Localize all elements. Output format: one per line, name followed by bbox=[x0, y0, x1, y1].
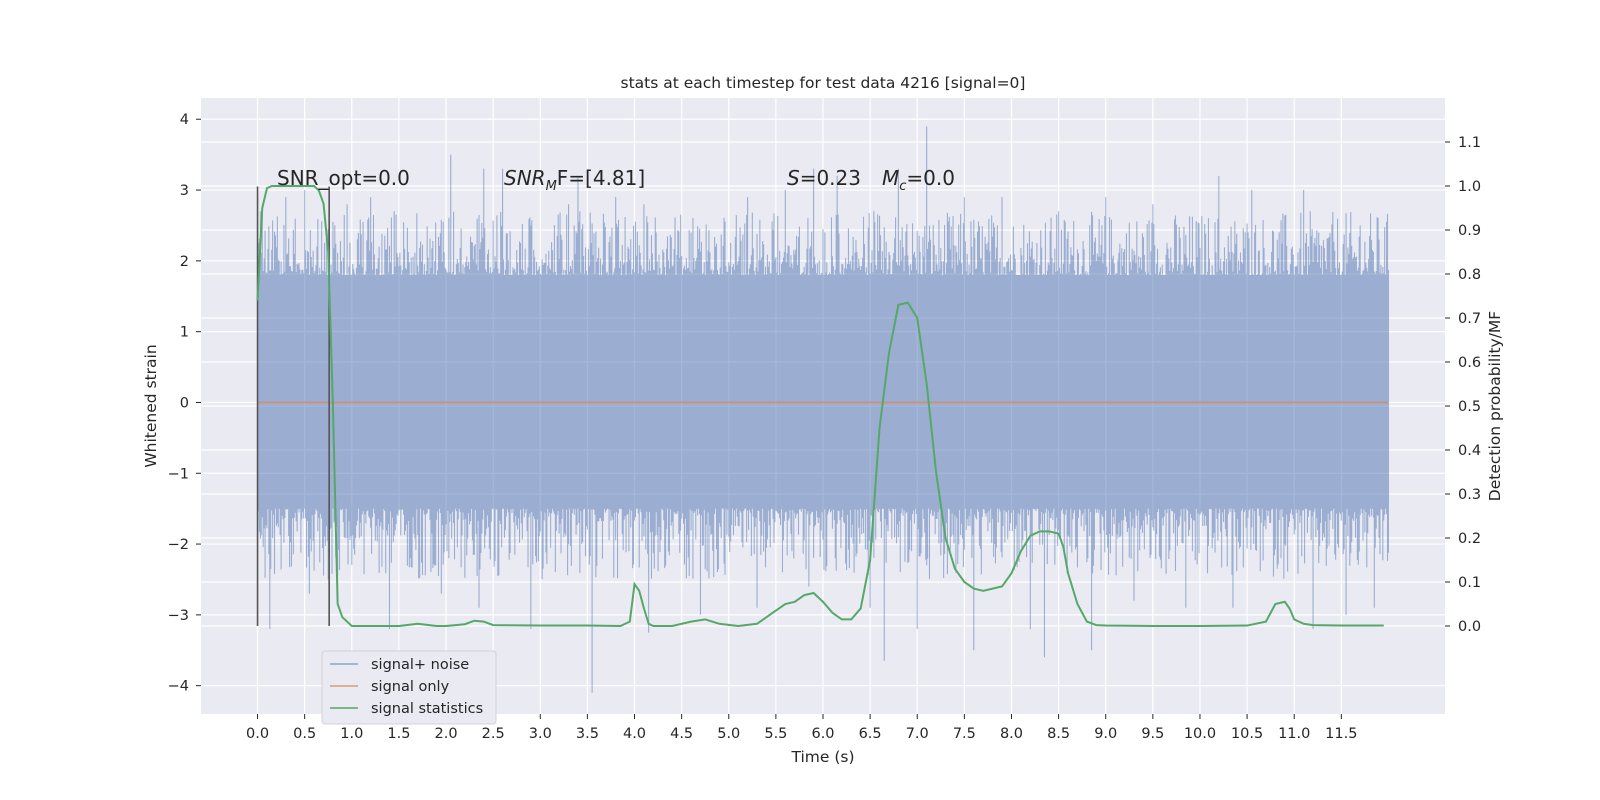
y-tick-label: −1 bbox=[168, 466, 189, 482]
x-tick-label: 7.0 bbox=[906, 726, 929, 742]
y-tick-label: −3 bbox=[168, 608, 189, 624]
x-tick-label: 6.5 bbox=[859, 726, 882, 742]
x-tick-label: 7.5 bbox=[953, 726, 976, 742]
y-tick-label: −2 bbox=[168, 537, 189, 553]
y2-tick-label: 0.3 bbox=[1458, 487, 1481, 503]
y-tick-label: 2 bbox=[180, 254, 189, 270]
annotation-s: S=0.23 bbox=[787, 166, 861, 190]
y-tick-label: 4 bbox=[180, 112, 189, 128]
x-tick-label: 5.0 bbox=[717, 726, 740, 742]
x-tick-label: 11.0 bbox=[1278, 726, 1310, 742]
x-axis-label: Time (s) bbox=[790, 748, 854, 766]
y2-tick-label: 0.1 bbox=[1458, 575, 1481, 591]
x-tick-label: 9.0 bbox=[1094, 726, 1117, 742]
x-tick-label: 11.5 bbox=[1325, 726, 1357, 742]
x-tick-label: 3.0 bbox=[529, 726, 552, 742]
y-tick-label: 3 bbox=[180, 183, 189, 199]
x-tick-label: 1.0 bbox=[340, 726, 363, 742]
signal-statistics-line bbox=[256, 185, 1384, 628]
x-tick-label: 8.5 bbox=[1047, 726, 1070, 742]
y2-tick-label: 0.5 bbox=[1458, 399, 1481, 415]
y2-tick-label: 1.0 bbox=[1458, 179, 1481, 195]
y2-tick-label: 0.0 bbox=[1458, 619, 1481, 635]
legend-label-noise: signal+ noise bbox=[371, 657, 469, 673]
y-tick-label: 0 bbox=[180, 395, 189, 411]
annotation-snr-mf: SNRMF=[4.81] bbox=[504, 166, 645, 194]
x-tick-label: 2.0 bbox=[434, 726, 457, 742]
x-tick-label: 2.5 bbox=[482, 726, 505, 742]
x-tick-label: 0.0 bbox=[246, 726, 269, 742]
x-tick-label: 0.5 bbox=[293, 726, 316, 742]
y-tick-label: 1 bbox=[180, 325, 189, 341]
x-tick-label: 10.0 bbox=[1184, 726, 1216, 742]
legend-box bbox=[321, 650, 497, 725]
legend: signal+ noise signal only signal statist… bbox=[321, 650, 497, 725]
y2-tick-label: 0.7 bbox=[1458, 311, 1481, 327]
x-tick-label: 9.5 bbox=[1141, 726, 1164, 742]
y2-tick-label: 1.1 bbox=[1458, 135, 1481, 151]
x-tick-label: 3.5 bbox=[576, 726, 599, 742]
x-tick-label: 5.5 bbox=[764, 726, 787, 742]
legend-label-stats: signal statistics bbox=[371, 701, 483, 717]
annotation-snr-opt: SNR_opt=0.0 bbox=[277, 166, 410, 190]
y2-tick-label: 0.6 bbox=[1458, 355, 1481, 371]
legend-label-signal: signal only bbox=[371, 679, 450, 695]
y2-tick-label: 0.2 bbox=[1458, 531, 1481, 547]
axes: 0.0 0.5 1.0 1.5 2.0 2.5 3.0 3.5 4.0 4.5 5.0 5.5 6.0 6… bbox=[168, 112, 1481, 742]
x-tick-label: 4.0 bbox=[623, 726, 646, 742]
x-tick-label: 6.0 bbox=[811, 726, 834, 742]
y2-tick-label: 0.8 bbox=[1458, 267, 1481, 283]
y-tick-label: −4 bbox=[168, 679, 189, 695]
chart-title: stats at each timestep for test data 421… bbox=[621, 74, 1026, 92]
y2-axis-label: Detection probability/MF bbox=[1486, 311, 1504, 502]
x-tick-label: 4.5 bbox=[670, 726, 693, 742]
x-tick-label: 1.5 bbox=[387, 726, 410, 742]
y-axis-label: Whitened strain bbox=[142, 344, 160, 467]
x-tick-label: 10.5 bbox=[1231, 726, 1263, 742]
annotation-mc: Mc=0.0 bbox=[882, 166, 955, 194]
y2-tick-label: 0.9 bbox=[1458, 223, 1481, 239]
y2-tick-label: 0.4 bbox=[1458, 443, 1481, 459]
x-tick-label: 8.0 bbox=[1000, 726, 1023, 742]
